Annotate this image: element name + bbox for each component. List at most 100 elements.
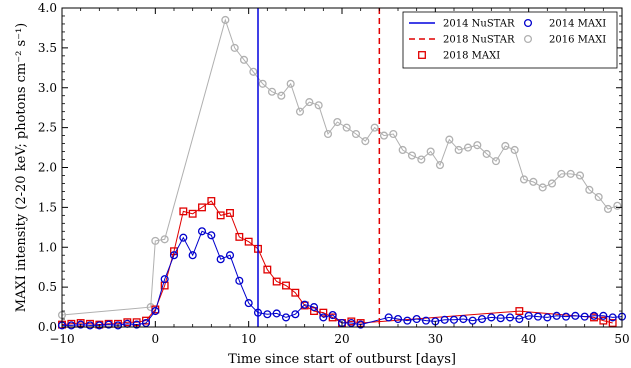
data-point <box>524 311 533 320</box>
x-tick-label: 50 <box>614 332 629 346</box>
data-point <box>188 251 197 260</box>
data-point <box>412 314 421 324</box>
data-point <box>454 145 463 155</box>
data-point <box>347 318 356 328</box>
data-point <box>379 131 389 140</box>
data-point <box>141 318 151 328</box>
data-point <box>263 310 272 319</box>
data-point <box>356 320 365 329</box>
legend-swatch <box>523 34 533 44</box>
data-point <box>547 179 557 188</box>
data-point <box>76 320 85 329</box>
data-point <box>608 319 617 327</box>
axes: −10 0 10 20 30 40 50 0.0 0.5 1.0 1.5 2.0 2.5 3.0 3.5 4.… <box>38 1 630 346</box>
data-point <box>197 227 207 236</box>
plot-content <box>57 8 627 330</box>
data-point <box>95 321 104 330</box>
data-point <box>603 204 613 214</box>
data-point <box>314 101 323 110</box>
legend-label: 2016 MAXI <box>549 35 606 46</box>
data-point <box>557 169 566 178</box>
data-point <box>529 177 538 186</box>
data-point <box>393 314 403 324</box>
data-point <box>491 157 501 166</box>
data-point <box>267 87 277 96</box>
data-point <box>272 277 281 286</box>
data-point <box>519 175 529 184</box>
data-point <box>445 135 454 144</box>
data-point <box>113 321 123 330</box>
x-tick-label: 0 <box>152 332 160 346</box>
data-point <box>221 15 230 25</box>
data-point <box>179 233 188 242</box>
data-point <box>333 117 342 127</box>
data-point <box>160 235 169 244</box>
data-point <box>132 320 141 329</box>
data-point <box>589 311 599 320</box>
legend: 2014 NuSTAR 2018 NuSTAR 2018 MAXI 2014 MAXI… <box>402 11 618 69</box>
data-point <box>398 145 407 155</box>
data-point <box>440 315 449 324</box>
y-axis-label: MAXI intensity (2-20 keV; photons cm⁻² s… <box>14 23 29 313</box>
data-point <box>286 79 295 88</box>
data-point <box>309 303 319 312</box>
data-point <box>291 310 300 319</box>
y-tick-label: 0.0 <box>38 320 57 334</box>
data-point <box>291 288 300 297</box>
data-point <box>146 303 155 312</box>
data-point <box>538 183 547 192</box>
data-point <box>487 313 496 322</box>
data-point <box>207 197 216 205</box>
data-point <box>258 79 267 88</box>
y-tick-label: 2.0 <box>38 161 57 175</box>
data-point <box>104 320 113 329</box>
data-point <box>351 129 361 139</box>
data-point <box>515 314 524 324</box>
data-point <box>235 232 244 241</box>
data-point <box>361 137 370 146</box>
data-point <box>510 145 519 155</box>
legend-items: 2014 NuSTAR 2018 NuSTAR 2018 MAXI 2014 MAXI… <box>409 19 606 62</box>
data-point <box>263 265 272 274</box>
data-point <box>226 209 234 217</box>
data-point <box>533 312 543 321</box>
data-point <box>188 209 197 218</box>
legend-label: 2018 MAXI <box>443 51 500 62</box>
data-point <box>295 107 305 116</box>
data-point <box>319 308 328 317</box>
data-point <box>300 300 309 309</box>
data-point <box>85 321 95 330</box>
y-tick-label: 3.0 <box>38 81 57 95</box>
data-point <box>216 211 225 220</box>
data-point <box>249 67 258 76</box>
data-point <box>473 141 482 150</box>
data-point <box>198 203 206 212</box>
data-point <box>235 276 244 285</box>
data-point <box>613 201 622 210</box>
data-point <box>225 251 235 260</box>
y-tick-label: 2.5 <box>38 121 57 135</box>
data-point <box>449 315 459 324</box>
data-point <box>151 306 160 316</box>
data-point <box>552 311 561 320</box>
legend-swatch <box>418 51 426 59</box>
data-point <box>599 311 608 320</box>
series-line-2014-maxi <box>62 230 623 326</box>
data-point <box>543 313 552 322</box>
data-point <box>244 237 253 246</box>
data-point <box>496 314 505 323</box>
data-point <box>142 316 150 325</box>
data-point <box>463 143 473 152</box>
data-point <box>207 231 216 240</box>
data-point <box>319 313 328 322</box>
data-point <box>151 236 160 245</box>
data-point <box>426 147 435 156</box>
data-point <box>482 149 491 158</box>
data-point <box>575 171 585 180</box>
data-point <box>230 43 239 52</box>
data-point <box>505 313 515 322</box>
data-point <box>571 311 580 320</box>
data-point <box>407 151 417 160</box>
legend-swatch <box>523 18 533 28</box>
